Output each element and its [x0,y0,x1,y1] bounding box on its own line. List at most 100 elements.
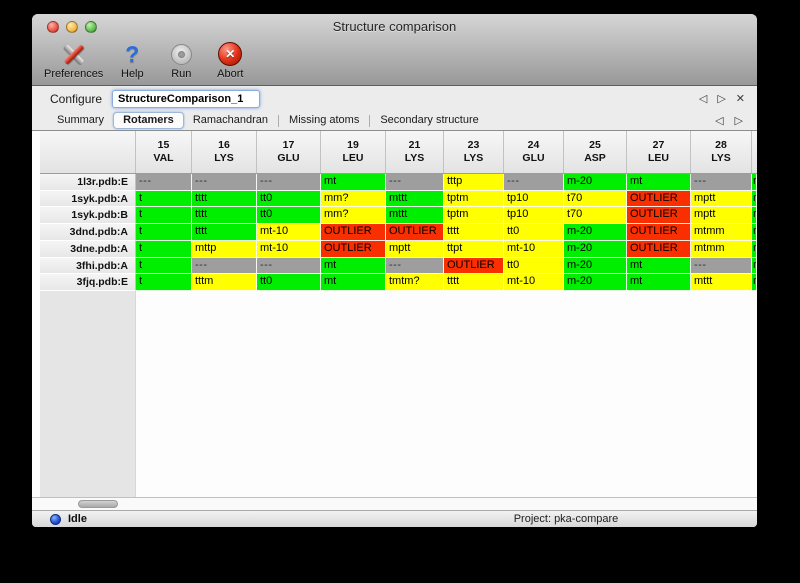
rotamer-cell[interactable]: --- [257,174,321,191]
rotamer-cell[interactable]: m-20 [564,257,627,275]
rotamer-cell[interactable]: mt [627,274,691,291]
preferences-button[interactable]: Preferences [44,40,103,80]
rotamer-cell-clipped[interactable]: m [752,224,757,241]
rotamer-cell[interactable]: OUTLIER [321,240,386,258]
rotamer-cell[interactable]: --- [504,174,564,191]
rotamer-cell[interactable]: mt-10 [504,274,564,291]
configure-close-icon[interactable]: ✕ [735,92,745,105]
rotamer-cell[interactable]: m-20 [564,274,627,291]
rotamer-cell[interactable]: mtmm [691,224,752,241]
tab-summary[interactable]: Summary [57,114,105,126]
tabs-next-arrow-icon[interactable]: ▷ [734,114,743,127]
tabs-prev-arrow-icon[interactable]: ◁ [715,114,724,127]
rotamer-cell[interactable]: OUTLIER [627,240,691,258]
help-button[interactable]: ? Help [112,40,152,80]
rotamer-cell[interactable]: t [136,240,192,258]
rotamer-cell[interactable]: OUTLIER [627,224,691,241]
rotamer-cell[interactable]: m-20 [564,174,627,191]
rotamer-cell-clipped[interactable]: m [752,207,757,225]
rotamer-cell[interactable]: t [136,257,192,275]
rotamer-cell-clipped[interactable]: m [752,274,757,291]
rotamer-cell[interactable]: --- [691,257,752,275]
column-header-17[interactable]: 17 GLU [257,131,321,173]
rotamer-cell[interactable]: OUTLIER [444,257,504,275]
rotamer-cell[interactable]: m-20 [564,224,627,241]
row-header[interactable]: 3dnd.pdb:A [40,224,136,241]
column-header-25[interactable]: 25 ASP [564,131,627,173]
rotamer-cell[interactable]: --- [136,174,192,191]
rotamer-cell[interactable]: OUTLIER [627,207,691,225]
rotamer-cell[interactable]: tt0 [257,207,321,225]
rotamer-cell[interactable]: mt [627,257,691,275]
rotamer-cell[interactable]: mptt [386,240,444,258]
rotamer-cell[interactable]: --- [386,174,444,191]
rotamer-cell[interactable]: mt [321,257,386,275]
tab-rotamers[interactable]: Rotamers [113,112,184,129]
column-header-15[interactable]: 15 VAL [136,131,192,173]
rotamer-cell[interactable]: t [136,190,192,208]
rotamer-cell[interactable]: ttpt [444,240,504,258]
rotamer-cell[interactable]: --- [386,257,444,275]
rotamer-cell[interactable]: --- [257,257,321,275]
row-header[interactable]: 3fjq.pdb:E [40,274,136,291]
titlebar[interactable]: Structure comparison [32,14,757,39]
rotamer-cell[interactable]: mt [627,174,691,191]
rotamer-cell[interactable]: tttt [192,224,257,241]
rotamer-cell[interactable]: tt0 [257,274,321,291]
tab-missing-atoms[interactable]: Missing atoms [289,114,360,126]
rotamer-cell[interactable]: --- [192,257,257,275]
rotamer-cell[interactable]: tttt [444,224,504,241]
rotamer-cell-clipped[interactable]: m [752,240,757,258]
rotamer-cell[interactable]: mm? [321,207,386,225]
rotamer-cell[interactable]: mt-10 [257,224,321,241]
close-window-button[interactable] [47,21,59,33]
rotamer-cell[interactable]: OUTLIER [386,224,444,241]
rotamer-cell[interactable]: t70 [564,190,627,208]
rotamer-cell[interactable]: t [136,224,192,241]
rotamer-cell[interactable]: mttt [691,274,752,291]
rotamer-cell[interactable]: tttm [192,274,257,291]
rotamer-cell[interactable]: tp10 [504,190,564,208]
zoom-window-button[interactable] [85,21,97,33]
rotamer-cell[interactable]: tt0 [504,257,564,275]
rotamer-cell[interactable]: tttt [192,190,257,208]
row-header[interactable]: 3dne.pdb:A [40,240,136,258]
rotamer-cell-clipped[interactable]: m [752,257,757,275]
rotamer-cell[interactable]: OUTLIER [321,224,386,241]
rotamer-cell[interactable]: mm? [321,190,386,208]
rotamer-cell[interactable]: m-20 [564,240,627,258]
row-header[interactable]: 1syk.pdb:A [40,190,136,208]
rotamer-cell[interactable]: t [136,207,192,225]
rotamer-cell[interactable]: t [136,274,192,291]
rotamer-cell[interactable]: tttp [444,174,504,191]
minimize-window-button[interactable] [66,21,78,33]
column-header-19[interactable]: 19 LEU [321,131,386,173]
row-header[interactable]: 1l3r.pdb:E [40,174,136,191]
rotamer-cell[interactable]: mt-10 [257,240,321,258]
horizontal-scrollbar-thumb[interactable] [78,500,118,508]
rotamer-cell[interactable]: mptt [691,207,752,225]
rotamer-cell[interactable]: tp10 [504,207,564,225]
column-header-23[interactable]: 23 LYS [444,131,504,173]
rotamer-cell[interactable]: tttt [192,207,257,225]
rotamer-cell[interactable]: mtmm [691,240,752,258]
configure-next-arrow-icon[interactable]: ▷ [717,92,726,105]
run-button[interactable]: Run [161,40,201,80]
rotamer-cell-clipped[interactable]: m [752,174,757,191]
column-header-28[interactable]: 28 LYS [691,131,752,173]
column-header-21[interactable]: 21 LYS [386,131,444,173]
rotamer-cell[interactable]: mttt [386,190,444,208]
column-header-27[interactable]: 27 LEU [627,131,691,173]
rotamer-cell[interactable]: t70 [564,207,627,225]
rotamer-cell[interactable]: --- [691,174,752,191]
rotamer-cell[interactable]: tmtm? [386,274,444,291]
rotamer-cell[interactable]: mt-10 [504,240,564,258]
rotamer-cell[interactable]: tptm [444,207,504,225]
rotamer-cell[interactable]: tt0 [257,190,321,208]
row-header[interactable]: 1syk.pdb:B [40,207,136,225]
rotamer-cell[interactable]: OUTLIER [627,190,691,208]
configure-prev-arrow-icon[interactable]: ◁ [698,92,708,105]
rotamer-cell[interactable]: tttt [444,274,504,291]
rotamer-cell[interactable]: tptm [444,190,504,208]
configure-name-field[interactable]: StructureComparison_1 [112,89,261,108]
